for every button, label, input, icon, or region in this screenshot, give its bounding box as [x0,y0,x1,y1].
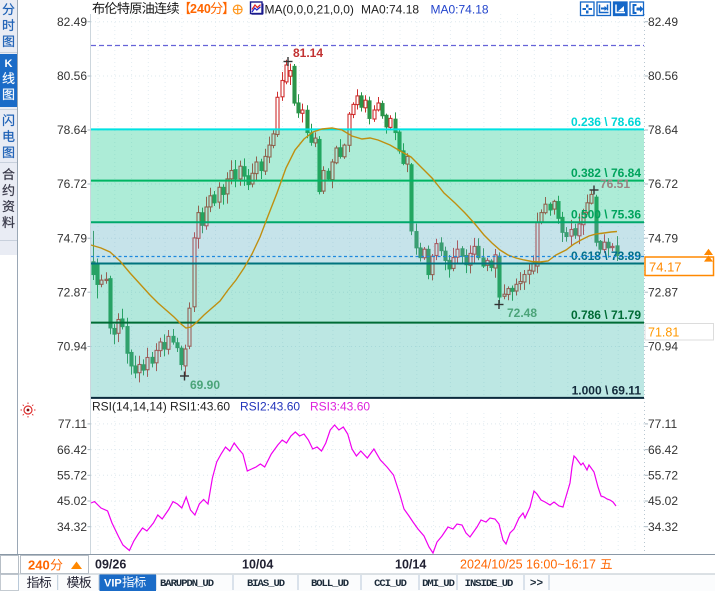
svg-text:55.72: 55.72 [648,469,678,483]
svg-text:10/14: 10/14 [395,558,426,572]
svg-text:MA0:74.18: MA0:74.18 [431,3,489,17]
svg-text:0.618 \ 73.89: 0.618 \ 73.89 [571,249,641,263]
svg-text:0.786 \ 71.79: 0.786 \ 71.79 [571,308,641,322]
svg-text:34.32: 34.32 [57,520,87,534]
svg-text:BOLL_UD: BOLL_UD [311,578,349,590]
svg-text:>>: >> [530,578,544,590]
svg-text:71.81: 71.81 [648,326,679,340]
svg-text:74.79: 74.79 [57,231,87,245]
svg-text:34.32: 34.32 [648,520,678,534]
svg-text:69.90: 69.90 [190,378,220,392]
svg-text:0.382 \ 76.84: 0.382 \ 76.84 [571,166,641,180]
svg-text:72.87: 72.87 [57,285,87,299]
svg-text:76.51: 76.51 [600,177,630,191]
svg-text:09/26: 09/26 [95,558,126,572]
svg-text:78.64: 78.64 [57,123,87,137]
svg-text:RSI(14,14,14) RSI1:43.60: RSI(14,14,14) RSI1:43.60 [92,400,230,414]
svg-text:10/04: 10/04 [242,558,273,572]
svg-text:77.11: 77.11 [648,417,677,431]
svg-text:1.000 \ 69.11: 1.000 \ 69.11 [572,383,642,397]
svg-text:RSI3:43.60: RSI3:43.60 [310,400,370,414]
svg-text:45.02: 45.02 [57,494,87,508]
svg-text:72.48: 72.48 [507,306,537,320]
svg-text:K: K [5,58,13,70]
svg-text:VIP: VIP [104,578,122,590]
svg-text:55.72: 55.72 [57,469,87,483]
svg-text:74.17: 74.17 [649,260,682,275]
svg-text:76.72: 76.72 [648,177,678,191]
svg-text:MA(0,0,0,21,0,0): MA(0,0,0,21,0,0) [265,3,354,17]
svg-text:BARUPDN_UD: BARUPDN_UD [160,578,214,590]
svg-text:77.11: 77.11 [58,417,87,431]
svg-text:82.49: 82.49 [57,15,87,29]
svg-text:MA0:74.18: MA0:74.18 [361,3,419,17]
svg-text:CCI_UD: CCI_UD [374,578,407,590]
svg-text:BIAS_UD: BIAS_UD [247,578,285,590]
svg-text:78.64: 78.64 [648,123,678,137]
svg-text:74.79: 74.79 [648,231,678,245]
svg-text:80.56: 80.56 [648,69,678,83]
svg-text:66.42: 66.42 [57,443,87,457]
svg-text:0.500 \ 75.36: 0.500 \ 75.36 [571,208,641,222]
svg-text:81.14: 81.14 [293,46,323,60]
svg-text:240: 240 [190,2,211,16]
svg-text:80.56: 80.56 [57,69,87,83]
svg-text:70.94: 70.94 [57,340,87,354]
svg-text:DMI_UD: DMI_UD [422,578,455,590]
svg-text:0.236 \ 78.66: 0.236 \ 78.66 [571,115,641,129]
svg-text:45.02: 45.02 [648,494,678,508]
svg-text:240: 240 [28,558,50,573]
svg-text:INSIDE_UD: INSIDE_UD [465,578,513,590]
svg-text:2024/10/25 16:00~16:17: 2024/10/25 16:00~16:17 [460,558,596,572]
svg-text:76.72: 76.72 [57,177,87,191]
svg-text:66.42: 66.42 [648,443,678,457]
svg-text:82.49: 82.49 [648,15,678,29]
svg-text:RSI2:43.60: RSI2:43.60 [240,400,300,414]
svg-text:72.87: 72.87 [648,285,678,299]
svg-text:70.94: 70.94 [648,340,678,354]
